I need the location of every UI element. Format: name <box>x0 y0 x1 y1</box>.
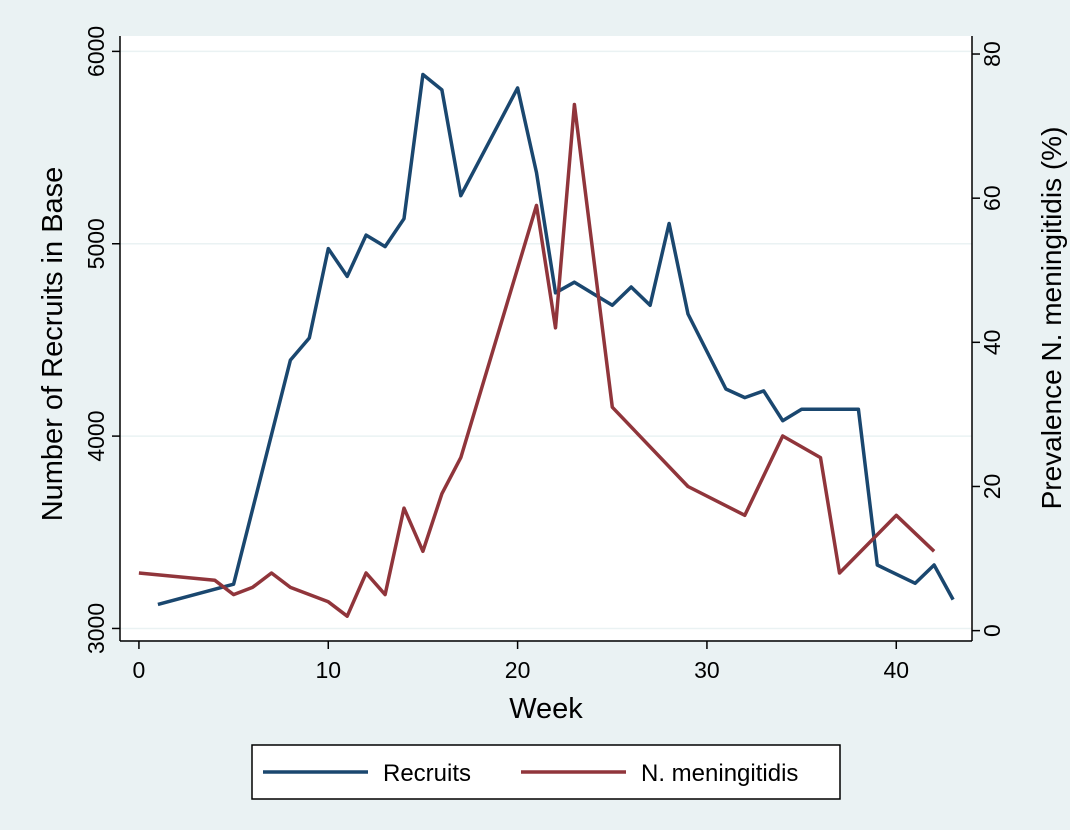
right-y-tick-label: 20 <box>979 474 1005 500</box>
left-y-axis-title: Number of Recruits in Base <box>37 167 69 522</box>
right-y-tick-label: 80 <box>979 41 1005 67</box>
legend: Recruits N. meningitidis <box>251 744 841 800</box>
left-y-tick-label: 6000 <box>83 26 109 77</box>
left-y-tick-label: 4000 <box>83 411 109 462</box>
right-y-tick-label: 0 <box>979 624 1005 637</box>
series-line-recruits <box>157 72 955 607</box>
axis-ticks: 3000 4000 5000 6000 0 20 40 60 80 0 10 20 30 40 <box>83 26 1005 683</box>
x-tick-label: 20 <box>505 657 531 683</box>
left-y-tick-label: 3000 <box>83 603 109 654</box>
legend-label-n-meningitidis: N. meningitidis <box>641 760 798 787</box>
x-tick-label: 0 <box>133 657 146 683</box>
right-y-tick-label: 40 <box>979 330 1005 356</box>
legend-label-recruits: Recruits <box>383 760 471 787</box>
data-points-layer <box>138 74 954 617</box>
left-y-tick-label: 5000 <box>83 218 109 269</box>
x-axis-title: Week <box>509 693 583 725</box>
right-y-axis-title: Prevalence N. meningitidis (%) <box>1036 127 1067 510</box>
right-y-tick-label: 60 <box>979 185 1005 211</box>
x-tick-label: 40 <box>883 657 909 683</box>
x-tick-label: 10 <box>315 657 341 683</box>
plot-area <box>120 36 972 640</box>
x-tick-label: 30 <box>694 657 720 683</box>
